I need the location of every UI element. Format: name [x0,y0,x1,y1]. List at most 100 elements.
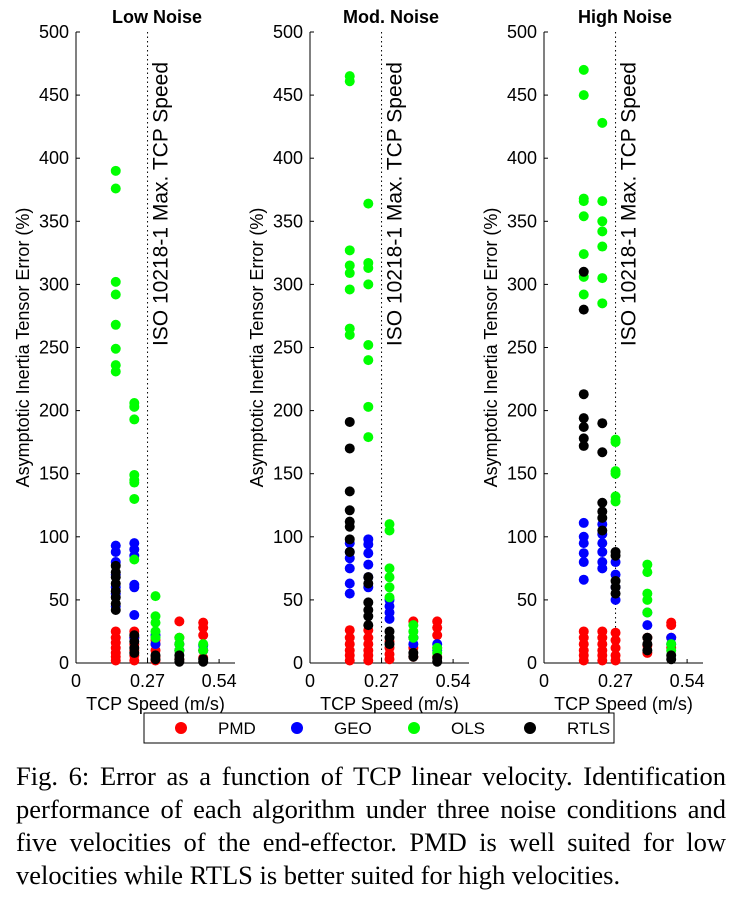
data-point [666,650,677,661]
legend-item-ols: OLS [408,719,485,738]
series-rtls [344,416,443,667]
data-point [597,241,608,252]
data-point [344,486,355,497]
caption-label: Fig. 6: [16,761,90,791]
data-point [344,443,355,454]
data-point [344,505,355,516]
data-point [363,597,374,608]
y-tick-label: 350 [507,211,537,231]
data-point [610,627,621,638]
data-point [610,642,621,653]
data-point [129,554,140,565]
y-tick-label: 400 [39,148,69,168]
data-point [578,574,589,585]
data-point [578,548,589,559]
series-pmd [344,616,443,666]
data-point [344,588,355,599]
x-axis-label: TCP Speed (m/s) [320,694,459,714]
data-point [610,550,621,561]
data-point [578,249,589,260]
data-point [110,289,121,300]
panel-1: 0 50 100 150 200 250 300 350 400 450 500 0 0.27 0.54 T… [13,7,237,714]
legend-item-rtls: RTLS [524,719,610,738]
data-point [597,557,608,568]
y-tick-label: 450 [273,85,303,105]
data-point [597,538,608,549]
y-tick-label: 150 [39,464,69,484]
data-point [666,617,677,628]
y-tick-label: 400 [273,148,303,168]
data-point [597,512,608,523]
x-tick-label: 0.54 [202,671,237,691]
data-point [610,437,621,448]
y-tick-label: 200 [39,401,69,421]
legend-label: RTLS [567,719,610,738]
data-point [110,540,121,551]
data-point [344,76,355,87]
data-point [174,616,185,627]
y-tick-label: 250 [507,338,537,358]
data-point [110,276,121,287]
data-point [363,401,374,412]
legend-item-geo: GEO [291,719,372,738]
data-point [110,183,121,194]
y-tick-label: 150 [273,464,303,484]
caption-text: Error as a function of TCP linear veloci… [16,761,727,890]
y-tick-label: 50 [283,590,303,610]
data-point [344,632,355,643]
y-axis-label: Asymptotic Inertia Tensor Error (%) [13,208,33,488]
y-tick-label: 250 [273,338,303,358]
data-point [408,632,419,643]
data-point [110,586,121,597]
y-tick-label: 500 [507,22,537,42]
y-axis-label: Asymptotic Inertia Tensor Error (%) [481,208,501,488]
data-point [384,572,395,583]
data-point [344,521,355,532]
x-tick-label: 0.54 [670,671,705,691]
y-tick-label: 300 [507,274,537,294]
data-point [384,582,395,593]
figure-caption: Fig. 6: Error as a function of TCP linea… [16,760,726,892]
data-point [578,304,589,315]
data-point [344,284,355,295]
data-point [110,560,121,571]
panel-title: High Noise [578,7,672,27]
y-tick-label: 400 [507,148,537,168]
y-tick-label: 0 [59,653,69,673]
data-point [110,366,121,377]
data-point [198,617,209,628]
data-point [597,546,608,557]
data-point [610,496,621,507]
y-tick-label: 50 [517,590,537,610]
data-point [432,652,443,663]
data-point [129,538,140,549]
y-tick-label: 450 [39,85,69,105]
y-tick-label: 200 [507,401,537,421]
y-tick-label: 200 [273,401,303,421]
data-point [344,625,355,636]
y-tick-label: 100 [507,527,537,547]
data-point [363,632,374,643]
data-point [363,534,374,545]
data-point [578,196,589,207]
data-point [363,578,374,589]
data-point [432,616,443,627]
y-axis-label: Asymptotic Inertia Tensor Error (%) [247,208,267,488]
data-point [578,517,589,528]
y-tick-label: 100 [273,527,303,547]
data-point [642,594,653,605]
y-tick-label: 300 [273,274,303,294]
data-point [344,260,355,271]
data-point [610,650,621,661]
data-point [578,626,589,637]
iso-reference-label: ISO 10218-1 Max. TCP Speed [384,62,407,346]
y-tick-label: 350 [39,211,69,231]
panel-title: Mod. Noise [343,7,439,27]
data-point [578,433,589,444]
data-point [384,525,395,536]
data-point [597,525,608,536]
x-tick-label: 0.27 [130,671,165,691]
data-point [578,531,589,542]
legend-label: GEO [334,719,372,738]
